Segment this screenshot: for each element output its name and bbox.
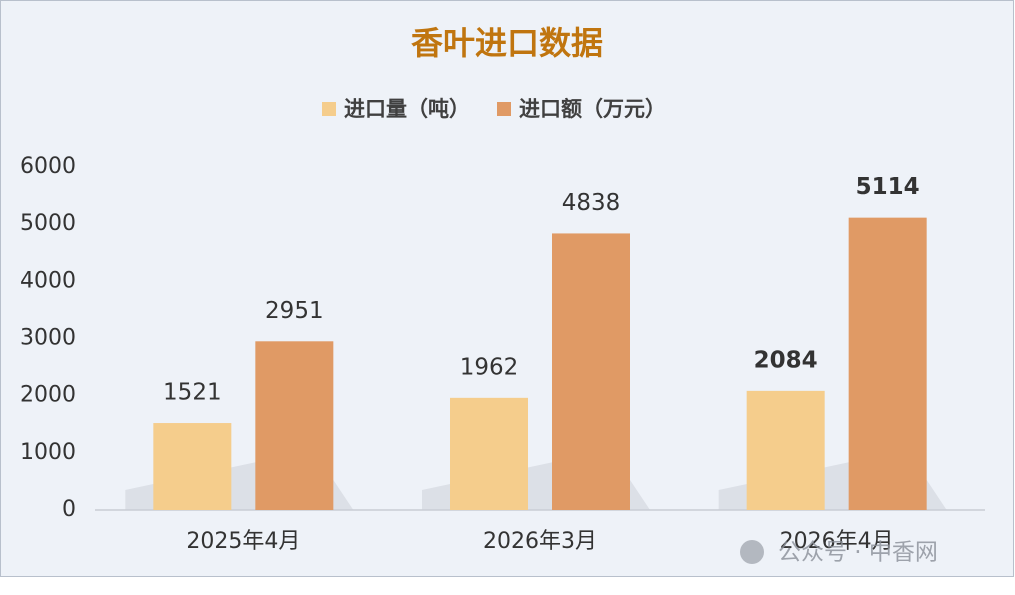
data-label: 5114 bbox=[856, 174, 920, 200]
y-tick-label: 6000 bbox=[20, 154, 76, 179]
x-tick-label: 2025年4月 bbox=[186, 529, 300, 554]
chart-title: 香叶进口数据 bbox=[411, 24, 603, 62]
bar bbox=[255, 341, 334, 510]
y-tick-label: 3000 bbox=[20, 326, 76, 351]
data-label: 2951 bbox=[265, 298, 324, 324]
watermark-icon bbox=[740, 540, 764, 564]
legend-label: 进口额（万元） bbox=[519, 97, 666, 121]
y-tick-label: 2000 bbox=[20, 383, 76, 408]
data-label: 1962 bbox=[460, 354, 519, 380]
data-label: 2084 bbox=[754, 347, 818, 373]
legend: 进口量（吨） 进口额（万元） bbox=[322, 97, 666, 121]
bar bbox=[450, 397, 528, 510]
y-tick-label: 5000 bbox=[20, 211, 76, 236]
watermark: 公众号 · 中香网 bbox=[778, 540, 938, 566]
data-label: 1521 bbox=[163, 380, 222, 406]
legend-label: 进口量（吨） bbox=[344, 97, 470, 121]
y-tick-label: 1000 bbox=[20, 440, 76, 465]
y-tick-label: 0 bbox=[62, 497, 76, 522]
legend-swatch bbox=[322, 102, 336, 116]
x-tick-label: 2026年3月 bbox=[483, 529, 597, 554]
y-tick-label: 4000 bbox=[20, 268, 76, 293]
data-label: 4838 bbox=[562, 190, 621, 216]
x-tick-label: 2026年4月 bbox=[780, 529, 894, 554]
bar bbox=[153, 423, 232, 510]
legend-swatch bbox=[497, 102, 511, 116]
bar bbox=[552, 233, 630, 510]
bar bbox=[746, 390, 825, 510]
bar bbox=[848, 217, 927, 511]
